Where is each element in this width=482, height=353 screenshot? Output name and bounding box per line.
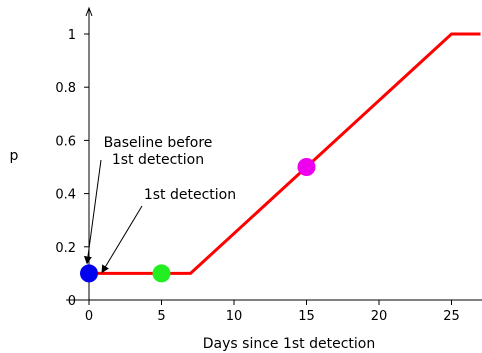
x-axis-label: Days since 1st detection: [203, 336, 375, 352]
annotation-arrow: [102, 206, 142, 272]
annotation-text: 1st detection: [144, 187, 236, 203]
x-tick-label: 15: [298, 309, 315, 324]
x-tick-label: 0: [85, 309, 93, 324]
x-tick-label: 25: [443, 309, 460, 324]
x-tick-label: 5: [157, 309, 165, 324]
x-tick-label: 10: [226, 309, 243, 324]
data-point: [153, 264, 171, 282]
data-point: [298, 158, 316, 176]
y-axis-label: p: [10, 148, 19, 164]
ticks: 0 5 10 15 20 25 0 0.2 0.4 0.6 0.8 1: [55, 28, 459, 324]
x-tick-label: 20: [371, 309, 388, 324]
y-tick-label: 1: [68, 28, 76, 43]
markers-layer: [80, 158, 316, 282]
y-tick-label: 0.8: [55, 81, 76, 96]
annotation-text: 1st detection: [112, 152, 204, 168]
y-tick-label: 0.4: [55, 188, 76, 203]
data-point: [80, 264, 98, 282]
y-tick-label: 0: [68, 294, 76, 309]
annotation-text: Baseline before: [104, 135, 213, 151]
y-tick-label: 0.6: [55, 134, 76, 149]
y-tick-label: 0.2: [55, 241, 76, 256]
